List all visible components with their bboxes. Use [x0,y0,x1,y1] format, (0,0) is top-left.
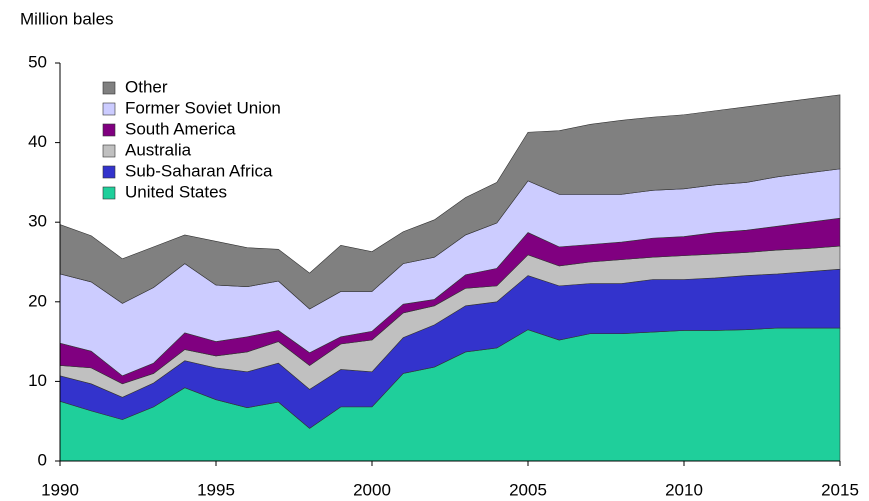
x-tick-label: 2000 [353,480,391,499]
x-tick-label: 1990 [41,480,79,499]
legend-label: Other [125,77,168,96]
legend-label: Former Soviet Union [125,98,281,117]
x-tick-label: 2005 [509,480,547,499]
y-tick-label: 30 [28,212,47,231]
legend-swatch [102,165,116,179]
legend: United States Sub-Saharan Africa Australia… [102,77,281,201]
x-tick-label: 2015 [821,480,859,499]
legend-swatch [102,102,116,116]
y-tick-label: 20 [28,291,47,310]
legend-label: Australia [125,140,192,159]
legend-swatch [102,144,116,158]
legend-swatch [102,81,116,95]
x-tick-label: 2010 [665,480,703,499]
y-tick-label: 50 [28,52,47,71]
axes: 0 10 20 30 40 50 1990 1995 2000 2005 2010 2015 [28,52,859,499]
legend-label: South America [125,119,236,138]
y-tick-label: 40 [28,132,47,151]
x-tick-label: 1995 [197,480,235,499]
y-tick-label: 0 [38,450,47,469]
legend-swatch [102,186,116,200]
areas [59,94,841,462]
legend-label: Sub-Saharan Africa [125,161,273,180]
y-axis-label: Million bales [20,9,114,28]
legend-swatch [102,123,116,137]
area [59,94,841,310]
legend-label: United States [125,182,227,201]
y-tick-label: 10 [28,371,47,390]
